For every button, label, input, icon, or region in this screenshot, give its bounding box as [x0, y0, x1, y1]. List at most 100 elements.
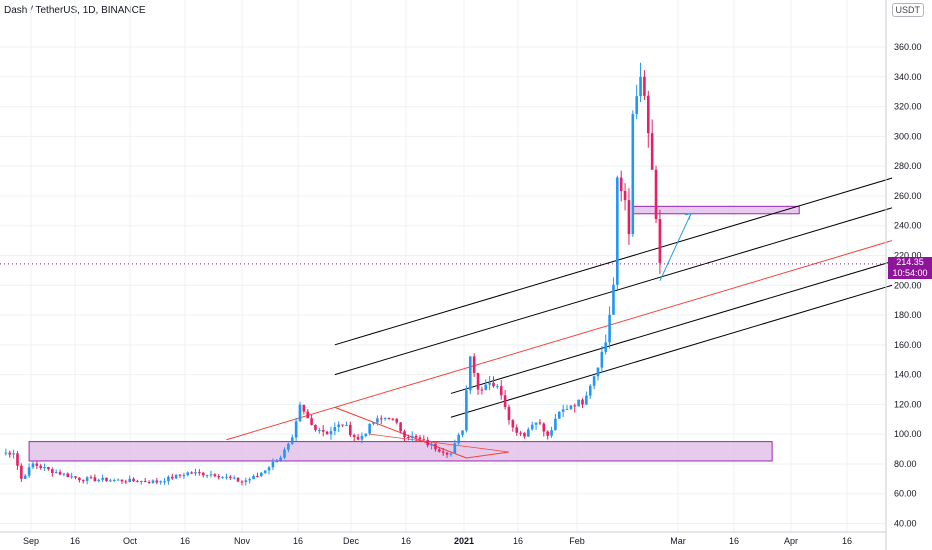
- candle-body: [209, 474, 213, 476]
- candle-body: [93, 477, 97, 482]
- candle-body: [244, 480, 248, 483]
- candle-body: [198, 472, 201, 474]
- candle-body: [596, 367, 600, 377]
- candle-body: [190, 472, 193, 474]
- candle-body: [329, 431, 333, 435]
- candle-body: [89, 477, 93, 479]
- y-tick-label: 240.00: [894, 221, 922, 231]
- candle-body: [403, 431, 406, 437]
- candle-body: [178, 474, 182, 476]
- currency-button[interactable]: USDT: [891, 3, 924, 17]
- x-tick-label: 16: [70, 536, 80, 546]
- candle-body: [650, 133, 654, 170]
- candle-body: [20, 465, 23, 479]
- candle-body: [136, 481, 139, 483]
- candle-body: [635, 96, 638, 115]
- candle-body: [434, 443, 437, 450]
- candle-body: [426, 439, 429, 446]
- candle-body: [182, 475, 186, 477]
- candle-body: [573, 405, 577, 407]
- candle-body: [472, 356, 476, 373]
- candle-body: [457, 434, 460, 444]
- candle-body: [639, 76, 642, 97]
- candle-body: [256, 475, 259, 477]
- candle-body: [569, 405, 573, 409]
- candle-body: [112, 479, 116, 481]
- candle-body: [105, 477, 108, 482]
- candle-body: [16, 453, 19, 466]
- median-line: [226, 240, 893, 441]
- candle-body: [654, 169, 658, 220]
- candle-body: [143, 481, 147, 483]
- candle-body: [542, 423, 546, 432]
- last-price-value: 214.35: [896, 256, 924, 267]
- candle-body: [345, 424, 348, 426]
- bar-countdown: 10:54:00: [892, 267, 928, 278]
- candle-body: [205, 475, 209, 477]
- candle-body: [252, 475, 255, 480]
- candle-body: [507, 406, 511, 421]
- candle-body: [391, 418, 395, 420]
- candle-body: [422, 439, 426, 441]
- candle-body: [561, 409, 565, 412]
- candle-body: [554, 418, 557, 431]
- x-tick-label: 2021: [454, 536, 474, 546]
- candle-body: [476, 372, 480, 390]
- candle-body: [395, 418, 399, 423]
- candle-body: [523, 432, 526, 437]
- candle-body: [631, 114, 635, 235]
- candle-body: [279, 457, 282, 462]
- candle-body: [588, 385, 592, 396]
- candle-body: [534, 422, 538, 425]
- candle-body: [35, 463, 39, 466]
- candle-body: [120, 479, 124, 482]
- candle-body: [356, 436, 360, 440]
- candle-body: [294, 421, 298, 438]
- candle-body: [480, 389, 484, 391]
- candle-body: [302, 404, 306, 412]
- candle-body: [600, 351, 604, 368]
- y-tick-label: 160.00: [894, 340, 922, 350]
- candle-body: [159, 481, 162, 483]
- candle-body: [132, 478, 135, 482]
- candle-body: [414, 435, 418, 438]
- candle-body: [585, 395, 588, 405]
- supply-demand-zone: [28, 441, 773, 462]
- candle-body: [360, 435, 364, 440]
- candle-body: [399, 422, 402, 432]
- candle-body: [333, 427, 337, 432]
- candle-body: [101, 477, 104, 480]
- candle-body: [163, 481, 166, 483]
- candle-body: [577, 399, 580, 407]
- candle-body: [225, 476, 228, 478]
- candle-body: [213, 474, 217, 477]
- y-tick-label: 80.00: [894, 459, 917, 469]
- candle-body: [221, 476, 224, 478]
- candle-body: [538, 422, 542, 424]
- candle-body: [240, 481, 244, 483]
- y-tick-label: 100.00: [894, 429, 922, 439]
- candle-body: [418, 437, 422, 440]
- candle-body: [511, 420, 515, 428]
- candle-body: [496, 386, 499, 388]
- candle-body: [124, 481, 128, 483]
- candle-body: [453, 443, 457, 454]
- candle-body: [623, 190, 627, 201]
- candle-body: [565, 408, 569, 410]
- candle-body: [283, 449, 286, 458]
- candle-body: [488, 382, 491, 385]
- channel-line: [450, 260, 893, 394]
- candle-body: [503, 395, 507, 407]
- candle-body: [109, 480, 112, 482]
- pitchfork-rib: [369, 433, 510, 453]
- candle-body: [341, 424, 344, 426]
- candle-body: [194, 472, 197, 474]
- x-tick-label: Sep: [23, 536, 39, 546]
- channel-line: [450, 284, 893, 418]
- y-tick-label: 140.00: [894, 370, 922, 380]
- projection-arrow-head: [684, 213, 692, 220]
- candle-body: [116, 479, 120, 481]
- x-tick-label: 16: [401, 536, 411, 546]
